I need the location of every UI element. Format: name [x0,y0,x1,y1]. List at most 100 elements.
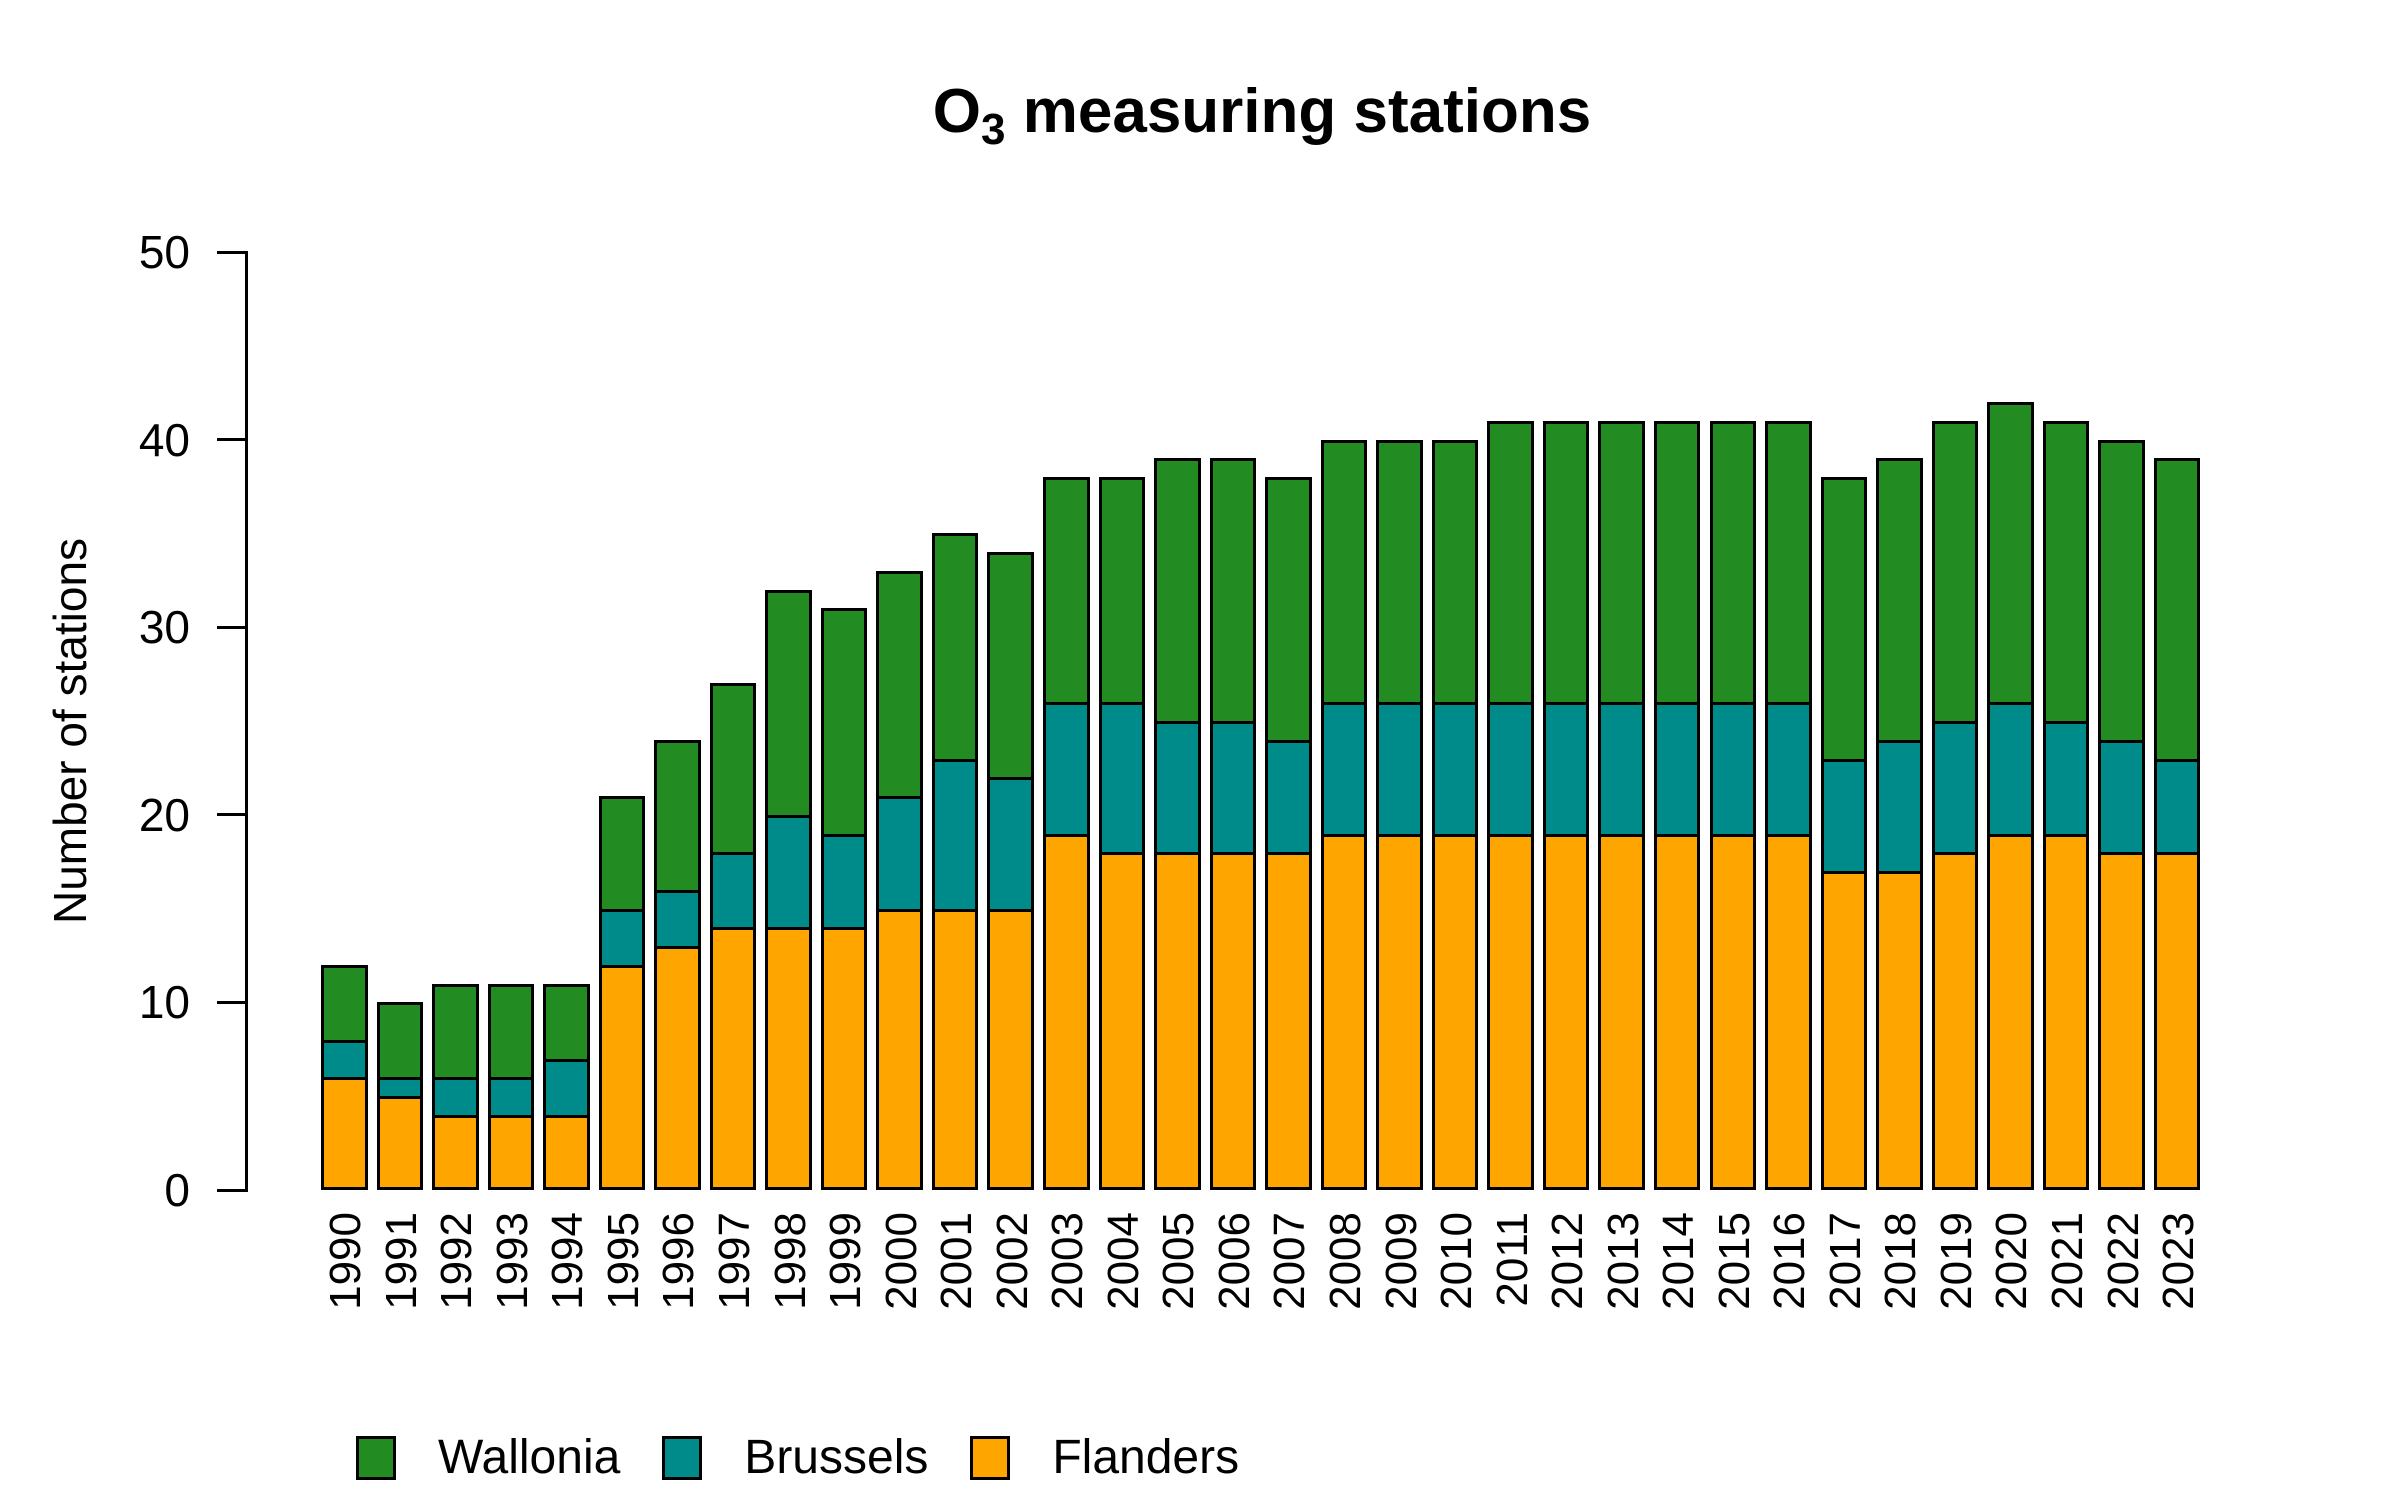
x-tick-label-2002: 2002 [987,1212,1037,1310]
legend-item-flanders: Flanders [970,1430,1239,1485]
bar-2013-wallonia-segment [1598,420,1645,706]
x-tick-label-1993: 1993 [487,1212,537,1310]
bar-2004-brussels-segment [1098,702,1146,856]
bar-1998-flanders-segment [765,927,812,1190]
y-tick-label-20: 20 [138,788,190,841]
legend-swatch-brussels [662,1435,703,1480]
x-tick-label-2018: 2018 [1876,1212,1926,1310]
legend-item-wallonia: Wallonia [356,1430,620,1485]
bar-1991-flanders-segment [376,1096,424,1190]
x-tick-label-1999: 1999 [821,1212,871,1310]
x-tick-label-2015: 2015 [1709,1212,1759,1310]
bar-1999-brussels-segment [820,833,868,931]
x-tick-label-2007: 2007 [1265,1212,1315,1310]
bar-2020-wallonia-segment [1987,402,2034,706]
bar-2010-flanders-segment [1431,833,1479,1190]
bar-1995-wallonia-segment [598,796,646,912]
x-tick-label-1996: 1996 [654,1212,704,1310]
bar-1992-flanders-segment [432,1114,479,1190]
legend-swatch-flanders [970,1435,1011,1480]
bar-1994-wallonia-segment [543,983,590,1062]
legend: Wallonia Brussels Flanders [356,1430,1239,1485]
legend-swatch-wallonia [356,1435,396,1480]
bar-2000-flanders-segment [876,908,923,1190]
bar-1990-wallonia-segment [321,964,368,1043]
bar-2004-flanders-segment [1098,852,1146,1190]
legend-item-brussels: Brussels [662,1430,928,1485]
x-tick-label-2004: 2004 [1098,1212,1148,1310]
bar-2002-brussels-segment [987,777,1034,912]
bar-1995-brussels-segment [598,908,646,968]
bar-2000-wallonia-segment [876,570,923,800]
bar-1997-wallonia-segment [709,683,757,856]
bar-1999-flanders-segment [820,927,868,1190]
legend-label-wallonia: Wallonia [438,1431,621,1484]
bar-1997-brussels-segment [709,852,757,931]
bar-2005-flanders-segment [1154,852,1201,1190]
bar-2006-brussels-segment [1209,721,1257,856]
x-tick-label-2017: 2017 [1820,1212,1870,1310]
y-tick-label-40: 40 [138,413,190,466]
bar-1993-wallonia-segment [487,983,535,1081]
x-tick-label-2001: 2001 [932,1212,982,1310]
x-tick-label-2000: 2000 [876,1212,926,1310]
y-tick-40 [217,438,245,442]
bar-2007-brussels-segment [1265,739,1312,856]
bar-2018-flanders-segment [1876,871,1923,1190]
x-tick-label-2013: 2013 [1598,1212,1648,1310]
bar-1990-brussels-segment [321,1039,368,1081]
bar-2008-flanders-segment [1320,833,1368,1190]
x-tick-label-1991: 1991 [376,1212,426,1310]
bar-2011-brussels-segment [1487,702,1534,837]
bar-2002-wallonia-segment [987,552,1034,781]
x-tick-label-1995: 1995 [598,1212,648,1310]
bar-1993-brussels-segment [487,1077,535,1118]
bar-2018-wallonia-segment [1876,458,1923,743]
bar-2014-flanders-segment [1653,833,1701,1190]
bar-2011-wallonia-segment [1487,420,1534,706]
bar-1995-flanders-segment [598,964,646,1190]
bar-1997-flanders-segment [709,927,757,1190]
x-tick-label-1994: 1994 [543,1212,593,1310]
y-tick-label-0: 0 [164,1164,190,1216]
x-tick-label-2014: 2014 [1654,1212,1704,1310]
bar-2003-wallonia-segment [1043,477,1090,706]
y-tick-label-30: 30 [138,601,190,654]
x-tick-label-1997: 1997 [710,1212,760,1310]
bar-2023-brussels-segment [2153,758,2201,856]
bar-1994-brussels-segment [543,1058,590,1118]
bar-1996-brussels-segment [654,889,701,950]
y-axis-title: Number of stations [44,537,96,925]
bar-2010-wallonia-segment [1431,439,1479,706]
bar-2017-flanders-segment [1820,871,1868,1190]
bar-1991-wallonia-segment [376,1002,424,1081]
bar-2016-brussels-segment [1765,702,1812,837]
chart-title-subscript: 3 [981,105,1006,154]
y-tick-10 [217,1000,245,1004]
x-tick-label-2011: 2011 [1487,1212,1537,1307]
bar-2008-brussels-segment [1320,702,1368,837]
x-tick-label-2003: 2003 [1043,1212,1093,1310]
bar-2015-flanders-segment [1709,833,1756,1190]
bar-1991-brussels-segment [376,1077,424,1100]
bar-2018-brussels-segment [1876,739,1923,875]
bar-2021-flanders-segment [2042,833,2090,1190]
bar-2020-flanders-segment [1987,833,2034,1190]
legend-label-brussels: Brussels [744,1431,929,1484]
bar-2012-wallonia-segment [1542,420,1590,706]
bar-2013-flanders-segment [1598,833,1645,1190]
bar-1996-wallonia-segment [654,739,701,893]
bar-2013-brussels-segment [1598,702,1645,837]
bar-2001-brussels-segment [931,758,979,912]
bar-1992-wallonia-segment [432,983,479,1081]
bar-2017-brussels-segment [1820,758,1868,875]
x-tick-label-2016: 2016 [1765,1212,1815,1310]
y-tick-label-50: 50 [138,226,190,278]
bar-2021-wallonia-segment [2042,420,2090,724]
x-tick-label-2021: 2021 [2042,1212,2092,1310]
y-tick-label-10: 10 [138,976,190,1029]
x-tick-label-2010: 2010 [1432,1212,1482,1310]
bar-2003-brussels-segment [1043,702,1090,837]
legend-label-flanders: Flanders [1052,1431,1240,1484]
